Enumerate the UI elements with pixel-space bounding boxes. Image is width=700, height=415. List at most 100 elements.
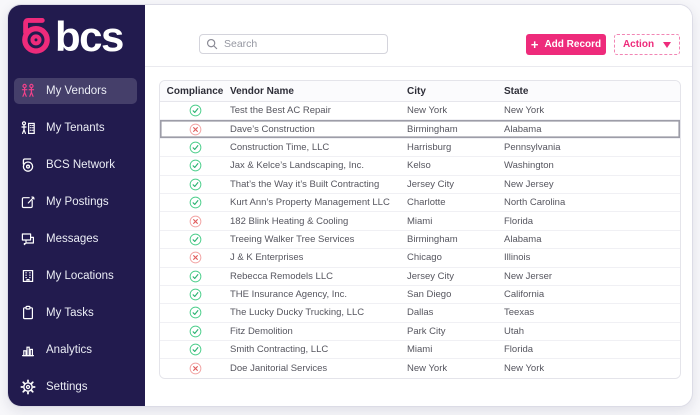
plus-icon: + [530, 36, 539, 52]
state-cell: Alabama [504, 233, 542, 245]
state-cell: New Jersey [504, 178, 554, 190]
sidebar-item-label: My Locations [46, 270, 114, 282]
table-row[interactable]: Rebecca Remodels LLC Jersey City New Jer… [160, 267, 680, 286]
search-input[interactable] [199, 34, 388, 54]
col-header-city: City [407, 85, 426, 97]
bcs-network-icon [19, 157, 37, 173]
city-cell: New York [407, 105, 448, 117]
city-cell: Birmingham [407, 233, 458, 245]
table-row[interactable]: Fitz Demolition Park City Utah [160, 322, 680, 342]
sidebar-item-label: Settings [46, 381, 88, 393]
city-cell: Jersey City [407, 178, 454, 190]
compliant-check-icon [189, 307, 201, 319]
top-toolbar: + Add Record Action [145, 5, 692, 67]
locations-building-icon [19, 268, 37, 284]
bcs-logo-icon [19, 16, 52, 60]
city-cell: Birmingham [407, 123, 458, 135]
sidebar-item-analytics[interactable]: Analytics [14, 337, 137, 363]
table-header-row: Compliance Vendor Name City State [160, 81, 680, 102]
brand-name: bcs [55, 13, 124, 60]
sidebar-item-messages[interactable]: Messages [14, 226, 137, 252]
sidebar-item-label: Messages [46, 233, 99, 245]
vendors-table: Compliance Vendor Name City State Test t… [159, 80, 681, 379]
table-row[interactable]: Dave’s Construction Birmingham Alabama [160, 120, 680, 139]
city-cell: Dallas [407, 307, 434, 319]
state-cell: Utah [504, 325, 525, 337]
col-header-state: State [504, 85, 529, 97]
action-dropdown-button[interactable]: Action [614, 34, 680, 55]
compliant-check-icon [189, 288, 201, 301]
non-compliant-x-icon [189, 123, 201, 135]
sidebar-item-label: My Vendors [46, 85, 107, 97]
vendor-name-cell: Rebecca Remodels LLC [230, 270, 333, 282]
sidebar-item-label: Analytics [46, 344, 93, 356]
table-row[interactable]: Treeing Walker Tree Services Birmingham … [160, 230, 680, 250]
messages-chat-icon [19, 231, 37, 247]
app-window: bcs My Vendors [7, 4, 693, 407]
table-row[interactable]: The Lucky Ducky Trucking, LLC Dallas Tee… [160, 304, 680, 323]
state-cell: New Jerser [504, 270, 553, 282]
table-row[interactable]: Kurt Ann’s Property Management LLC Charl… [160, 193, 680, 213]
city-cell: Chicago [407, 252, 442, 264]
compliant-check-icon [189, 104, 201, 117]
sidebar-item-my-postings[interactable]: My Postings [14, 189, 137, 215]
vendor-name-cell: Jax & Kelce’s Landscaping, Inc. [230, 160, 364, 172]
state-cell: California [504, 289, 545, 301]
vendor-name-cell: Construction Time, LLC [230, 141, 330, 153]
table-row[interactable]: THE Insurance Agency, Inc. San Diego Cal… [160, 285, 680, 305]
city-cell: Jersey City [407, 270, 454, 282]
compliant-check-icon [189, 178, 201, 191]
state-cell: Pennsylvania [504, 141, 561, 153]
table-body: Test the Best AC Repair New York New Yor… [160, 102, 680, 378]
sidebar-item-my-tasks[interactable]: My Tasks [14, 300, 137, 326]
compliant-check-icon [189, 343, 201, 356]
state-cell: New York [504, 105, 545, 117]
compliant-check-icon [189, 270, 201, 283]
tasks-clipboard-icon [19, 305, 37, 321]
compliant-check-icon [189, 325, 201, 338]
table-row[interactable]: Smith Contracting, LLC Miami Florida [160, 341, 680, 360]
table-row[interactable]: Jax & Kelce’s Landscaping, Inc. Kelso Wa… [160, 157, 680, 176]
vendor-name-cell: Test the Best AC Repair [230, 105, 331, 117]
search-icon [206, 38, 218, 50]
city-cell: Kelso [407, 160, 431, 172]
sidebar-item-my-locations[interactable]: My Locations [14, 263, 137, 289]
chevron-down-icon [663, 41, 672, 48]
table-row[interactable]: Test the Best AC Repair New York New Yor… [160, 102, 680, 121]
non-compliant-x-icon [189, 362, 201, 375]
search-box [199, 34, 388, 54]
table-row[interactable]: Construction Time, LLC Harrisburg Pennsy… [160, 138, 680, 158]
state-cell: New York [504, 363, 545, 375]
table-row[interactable]: 182 Blink Heating & Cooling Miami Florid… [160, 212, 680, 231]
postings-edit-icon [19, 194, 37, 210]
tenant-person-building-icon [19, 120, 37, 136]
compliant-check-icon [189, 233, 201, 246]
sidebar-item-bcs-network[interactable]: BCS Network [14, 152, 137, 178]
vendor-name-cell: Dave’s Construction [230, 123, 315, 135]
vendor-name-cell: Smith Contracting, LLC [230, 344, 329, 356]
compliant-check-icon [189, 141, 201, 154]
sidebar-item-my-vendors[interactable]: My Vendors [14, 78, 137, 104]
state-cell: Florida [504, 215, 534, 227]
bcs-logo[interactable]: bcs [19, 13, 124, 60]
compliant-check-icon [189, 160, 201, 172]
table-row[interactable]: That’s the Way it’s Built Contracting Je… [160, 175, 680, 194]
city-cell: Miami [407, 215, 433, 227]
sidebar-item-settings[interactable]: Settings [14, 374, 137, 400]
add-record-button[interactable]: + Add Record [526, 34, 606, 55]
sidebar-item-label: My Tasks [46, 307, 94, 319]
vendor-name-cell: That’s the Way it’s Built Contracting [230, 178, 380, 190]
vendor-name-cell: THE Insurance Agency, Inc. [230, 289, 348, 301]
city-cell: Miami [407, 344, 433, 356]
state-cell: Washington [504, 160, 554, 172]
vendor-name-cell: 182 Blink Heating & Cooling [230, 215, 349, 227]
vendor-name-cell: Fitz Demolition [230, 325, 293, 337]
table-row[interactable]: J & K Enterprises Chicago Illinois [160, 249, 680, 268]
table-row[interactable]: Doe Janitorial Services New York New Yor… [160, 359, 680, 378]
state-cell: Florida [504, 344, 534, 356]
non-compliant-x-icon [189, 251, 201, 264]
state-cell: Alabama [504, 123, 542, 135]
gear-icon [19, 379, 37, 395]
sidebar-item-my-tenants[interactable]: My Tenants [14, 115, 137, 141]
vendors-people-icon [19, 83, 37, 99]
